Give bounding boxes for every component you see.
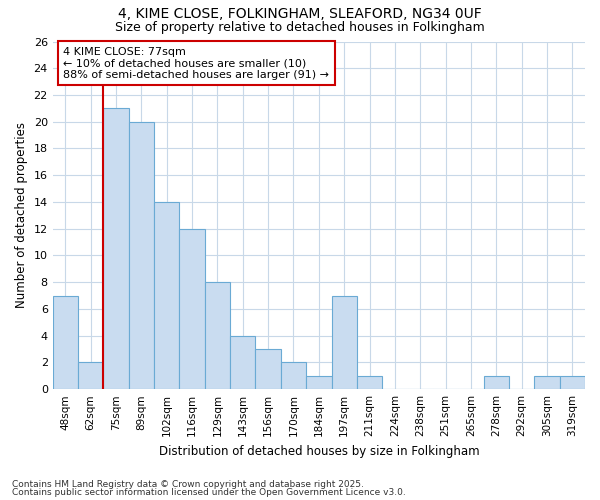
Bar — [535, 376, 560, 389]
Text: Contains HM Land Registry data © Crown copyright and database right 2025.: Contains HM Land Registry data © Crown c… — [12, 480, 364, 489]
Bar — [78, 362, 103, 389]
Text: Size of property relative to detached houses in Folkingham: Size of property relative to detached ho… — [115, 21, 485, 34]
Bar — [560, 376, 585, 389]
Text: 4, KIME CLOSE, FOLKINGHAM, SLEAFORD, NG34 0UF: 4, KIME CLOSE, FOLKINGHAM, SLEAFORD, NG3… — [118, 8, 482, 22]
Bar — [53, 296, 78, 389]
Text: Contains public sector information licensed under the Open Government Licence v3: Contains public sector information licen… — [12, 488, 406, 497]
Bar — [154, 202, 179, 389]
Y-axis label: Number of detached properties: Number of detached properties — [15, 122, 28, 308]
Bar — [357, 376, 382, 389]
X-axis label: Distribution of detached houses by size in Folkingham: Distribution of detached houses by size … — [158, 444, 479, 458]
Bar — [484, 376, 509, 389]
Bar — [103, 108, 129, 389]
Bar — [332, 296, 357, 389]
Text: 4 KIME CLOSE: 77sqm
← 10% of detached houses are smaller (10)
88% of semi-detach: 4 KIME CLOSE: 77sqm ← 10% of detached ho… — [64, 46, 329, 80]
Bar — [281, 362, 306, 389]
Bar — [205, 282, 230, 389]
Bar — [256, 349, 281, 389]
Bar — [230, 336, 256, 389]
Bar — [306, 376, 332, 389]
Bar — [129, 122, 154, 389]
Bar — [179, 228, 205, 389]
